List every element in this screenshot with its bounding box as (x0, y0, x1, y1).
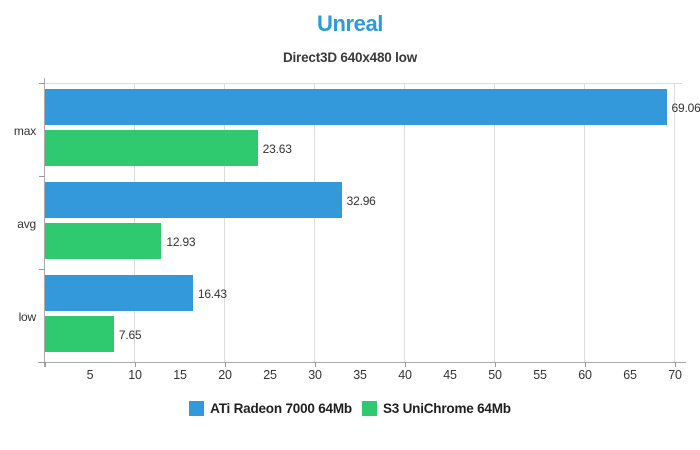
gridline (674, 84, 676, 362)
x-tick-label: 5 (86, 368, 94, 382)
legend-swatch-icon (189, 401, 205, 416)
bar-value-label: 23.63 (262, 142, 292, 156)
bar-max-series-1 (45, 130, 258, 166)
x-tick-label: 40 (398, 368, 412, 382)
gridline (224, 84, 226, 362)
x-tick-label: 55 (533, 368, 547, 382)
bar-value-label: 12.93 (166, 235, 196, 249)
legend-swatch-icon (361, 401, 377, 416)
x-axis-tick (45, 362, 46, 367)
x-tick-label: 65 (623, 368, 637, 382)
bar-avg-series-0 (45, 182, 342, 218)
gridline (404, 84, 406, 362)
bar-low-series-1 (45, 316, 114, 352)
category-label: avg (17, 216, 36, 231)
x-tick-label: 35 (353, 368, 367, 382)
chart-title: Unreal (316, 11, 384, 36)
y-axis-tick (39, 269, 45, 270)
legend-item-0: ATi Radeon 7000 64Mb (189, 401, 352, 416)
x-tick-label: 60 (578, 368, 592, 382)
legend-item-1: S3 UniChrome 64Mb (361, 401, 511, 416)
x-axis-tick (134, 362, 136, 367)
x-tick-label: 45 (443, 368, 457, 382)
y-axis-tick (39, 83, 45, 84)
gridline (314, 84, 316, 362)
category-label: max (13, 123, 36, 138)
y-axis-tick (39, 176, 45, 177)
x-tick-label: 30 (308, 368, 322, 382)
x-axis-tick (674, 362, 676, 367)
x-tick-label: 25 (263, 368, 277, 382)
bar-avg-series-1 (45, 223, 162, 259)
category-label: low (18, 309, 37, 324)
chart-subtitle: Direct3D 640x480 low (282, 50, 418, 65)
x-tick-label: 50 (488, 368, 502, 382)
x-axis-tick (314, 362, 316, 367)
x-axis-tick (494, 362, 496, 367)
x-tick-label: 20 (218, 368, 232, 382)
bar-value-label: 16.43 (197, 287, 227, 301)
x-axis-tick (224, 362, 226, 367)
y-axis-line (44, 78, 45, 367)
x-tick-label: 10 (128, 368, 142, 382)
bar-value-label: 7.65 (118, 328, 142, 342)
bar-value-label: 69.06 (671, 101, 700, 115)
legend-label: S3 UniChrome 64Mb (382, 401, 511, 416)
y-axis-tick (39, 362, 45, 363)
x-axis-line (38, 362, 686, 363)
x-axis-tick (584, 362, 586, 367)
gridline (584, 84, 586, 362)
legend-label: ATi Radeon 7000 64Mb (210, 401, 352, 416)
gridline (494, 84, 496, 362)
x-tick-label: 15 (173, 368, 187, 382)
x-tick-label: 70 (668, 368, 682, 382)
legend: ATi Radeon 7000 64Mb S3 UniChrome 64Mb (0, 401, 700, 416)
bar-value-label: 32.96 (346, 194, 376, 208)
bar-max-series-0 (45, 89, 667, 125)
bar-low-series-0 (45, 275, 193, 311)
x-axis-tick (404, 362, 406, 367)
